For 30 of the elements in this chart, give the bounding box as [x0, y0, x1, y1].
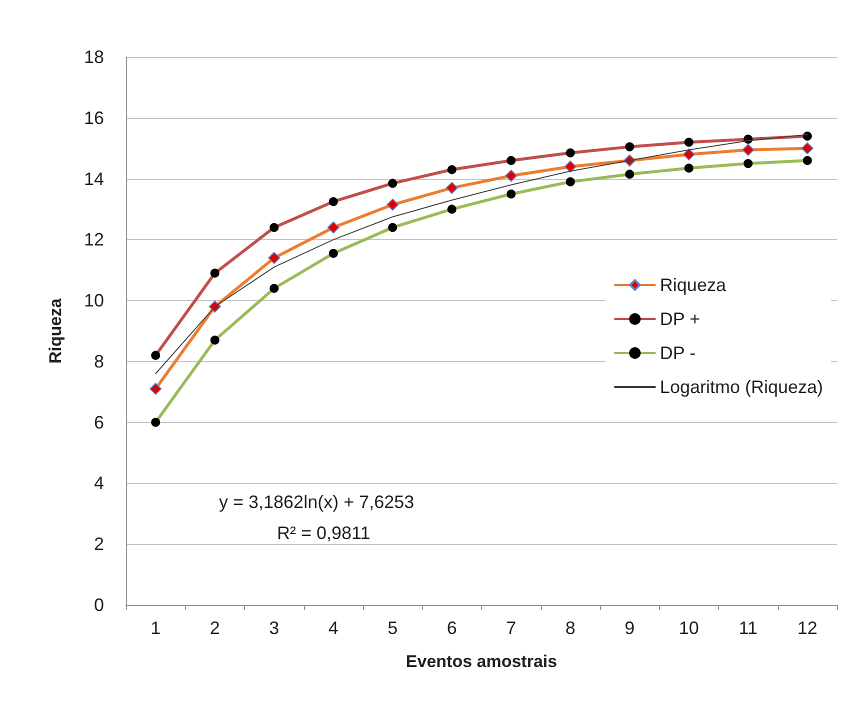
legend-label: Logaritmo (Riqueza): [660, 377, 824, 397]
x-tick-label: 9: [624, 618, 635, 638]
y-tick-label: 2: [94, 534, 104, 554]
x-tick-label: 12: [797, 618, 818, 638]
x-tick-label: 11: [738, 618, 758, 638]
y-axis-title: Riqueza: [46, 298, 65, 364]
x-tick-label: 5: [388, 618, 398, 638]
x-tick-label: 6: [446, 618, 457, 638]
x-tick-label: 4: [328, 618, 338, 638]
y-tick-label: 0: [94, 595, 104, 615]
legend-label: DP -: [660, 343, 696, 363]
x-tick-label: 10: [678, 618, 699, 638]
annotation: y = 3,1862ln(x) + 7,6253: [219, 492, 414, 512]
y-tick-label: 4: [94, 473, 104, 494]
y-tick-label: 16: [84, 108, 104, 128]
y-tick-label: 14: [84, 168, 104, 189]
x-tick-label: 7: [506, 618, 516, 638]
y-tick-label: 6: [94, 412, 104, 432]
y-tick-label: 8: [94, 351, 104, 372]
x-tick-label: 3: [269, 618, 280, 638]
x-tick-label: 1: [150, 618, 161, 638]
y-tick-label: 18: [84, 47, 104, 67]
y-tick-label: 12: [84, 230, 104, 250]
legend-label: Riqueza: [660, 275, 727, 295]
annotation: R² = 0,9811: [277, 523, 370, 543]
legend-label: DP +: [660, 309, 700, 329]
x-tick-label: 8: [565, 618, 576, 638]
y-tick-label: 10: [84, 290, 104, 311]
x-tick-label: 2: [210, 618, 220, 638]
x-axis-title: Eventos amostrais: [406, 652, 558, 671]
